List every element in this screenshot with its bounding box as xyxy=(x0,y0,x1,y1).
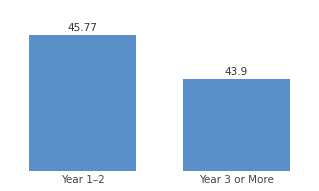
Text: 45.77: 45.77 xyxy=(68,23,98,33)
Bar xyxy=(182,79,290,191)
Bar xyxy=(29,35,137,191)
Text: 43.9: 43.9 xyxy=(225,67,248,78)
